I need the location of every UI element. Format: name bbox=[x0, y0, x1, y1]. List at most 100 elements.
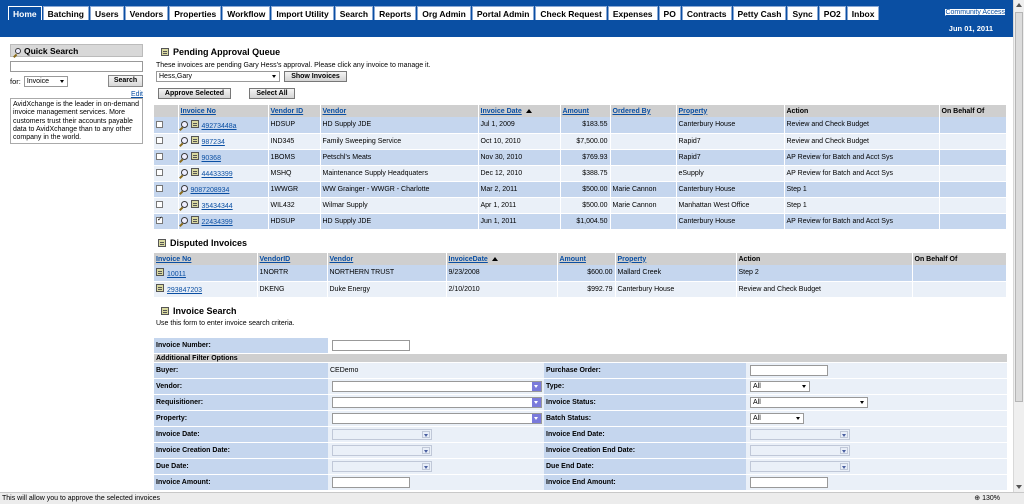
quick-search-input[interactable] bbox=[10, 61, 143, 72]
dropdown-arrow-icon[interactable] bbox=[532, 398, 541, 407]
invoice-link[interactable]: 9087208934 bbox=[190, 186, 230, 194]
magnifier-icon[interactable] bbox=[180, 217, 188, 224]
document-icon[interactable] bbox=[190, 168, 199, 176]
tab-users[interactable]: Users bbox=[90, 6, 124, 22]
column-header-property[interactable]: Property bbox=[615, 253, 737, 265]
tab-po2[interactable]: PO2 bbox=[818, 6, 846, 22]
approve-selected-button[interactable]: Approve Selected bbox=[158, 88, 231, 99]
document-icon[interactable] bbox=[190, 200, 199, 208]
document-icon[interactable] bbox=[156, 267, 164, 276]
approver-select[interactable]: Hess,Gary bbox=[156, 71, 280, 82]
batch-status-select[interactable]: All bbox=[750, 413, 804, 424]
column-header-vendor[interactable]: Vendor bbox=[327, 253, 447, 265]
row-checkbox[interactable] bbox=[156, 215, 163, 225]
magnifier-icon[interactable] bbox=[180, 169, 188, 176]
due-end-date-picker[interactable] bbox=[750, 461, 850, 472]
tab-reports[interactable]: Reports bbox=[374, 6, 417, 22]
invoice-status-select[interactable]: All bbox=[750, 397, 868, 408]
tab-expenses[interactable]: Expenses bbox=[607, 6, 658, 22]
property-combo[interactable] bbox=[332, 413, 542, 424]
zoom-level[interactable]: ⊕ 130% bbox=[974, 493, 1000, 504]
column-header-ordered-by[interactable]: Ordered By bbox=[610, 105, 677, 117]
tab-workflow[interactable]: Workflow bbox=[222, 6, 271, 22]
invoice-link[interactable]: 90368 bbox=[201, 155, 221, 162]
community-access-link[interactable]: Community Access bbox=[945, 9, 1005, 16]
tab-properties[interactable]: Properties bbox=[169, 6, 222, 22]
invoice-date-picker[interactable] bbox=[332, 429, 432, 440]
edit-link[interactable]: Edit bbox=[130, 91, 143, 98]
tab-petty-cash[interactable]: Petty Cash bbox=[732, 6, 787, 22]
tab-contracts[interactable]: Contracts bbox=[681, 6, 732, 22]
calendar-dropdown-icon[interactable] bbox=[422, 447, 430, 454]
tab-import-utility[interactable]: Import Utility bbox=[271, 6, 334, 22]
invoice-number-input[interactable] bbox=[332, 340, 410, 351]
column-header-invoice-no[interactable]: Invoice No bbox=[154, 253, 258, 265]
column-header-vendor[interactable]: Vendor bbox=[320, 105, 479, 117]
invoice-link[interactable]: 49273448a bbox=[201, 122, 237, 130]
document-icon[interactable] bbox=[190, 216, 199, 224]
invoice-link[interactable]: 10011 bbox=[167, 270, 186, 278]
tab-org-admin[interactable]: Org Admin bbox=[417, 6, 471, 22]
table-row[interactable]: 90368 1BOMS Petschl's Meats Nov 30, 2010 $76… bbox=[154, 149, 1007, 166]
table-row[interactable]: 987234 IND345 Family Sweeping Service Oct 1… bbox=[154, 133, 1007, 150]
scroll-down-icon[interactable] bbox=[1016, 485, 1022, 489]
purchase-order-input[interactable] bbox=[750, 365, 828, 376]
calendar-dropdown-icon[interactable] bbox=[840, 463, 848, 470]
tab-batching[interactable]: Batching bbox=[42, 6, 89, 22]
tab-check-request[interactable]: Check Request bbox=[535, 6, 607, 22]
creation-end-date-picker[interactable] bbox=[750, 445, 850, 456]
document-icon[interactable] bbox=[190, 136, 199, 144]
table-row[interactable]: 9087208934 1WWGR WW Grainger - WWGR - Char… bbox=[154, 181, 1007, 198]
select-all-button[interactable]: Select All bbox=[249, 88, 295, 99]
row-checkbox[interactable] bbox=[156, 201, 163, 209]
column-header-amount[interactable]: Amount bbox=[560, 105, 611, 117]
column-header-invoice-no[interactable]: Invoice No bbox=[178, 105, 269, 117]
magnifier-icon[interactable] bbox=[180, 201, 188, 208]
magnifier-icon[interactable] bbox=[180, 153, 188, 160]
column-header-invoice-date[interactable]: InvoiceDate bbox=[446, 253, 558, 265]
row-checkbox[interactable] bbox=[156, 121, 163, 129]
document-icon[interactable] bbox=[156, 284, 164, 292]
column-header-vendor-id[interactable]: Vendor ID bbox=[268, 105, 321, 117]
scrollbar-thumb[interactable] bbox=[1015, 12, 1023, 402]
magnifier-icon[interactable] bbox=[180, 184, 188, 192]
invoice-end-date-picker[interactable] bbox=[750, 429, 850, 440]
table-row[interactable]: 10011 1NORTR NORTHERN TRUST 9/23/2008 $600.0… bbox=[154, 265, 1007, 282]
invoice-link[interactable]: 35434344 bbox=[201, 203, 233, 210]
requisitioner-combo[interactable] bbox=[332, 397, 542, 408]
column-header-amount[interactable]: Amount bbox=[557, 253, 616, 265]
calendar-dropdown-icon[interactable] bbox=[422, 463, 430, 470]
tab-home[interactable]: Home bbox=[8, 6, 42, 22]
invoice-link[interactable]: 987234 bbox=[201, 139, 225, 146]
column-header-invoice-date[interactable]: Invoice Date bbox=[478, 105, 561, 117]
creation-date-picker[interactable] bbox=[332, 445, 432, 456]
scroll-up-icon[interactable] bbox=[1016, 3, 1022, 7]
row-checkbox[interactable] bbox=[156, 185, 163, 193]
search-type-select[interactable]: Invoice bbox=[23, 75, 68, 87]
invoice-link[interactable]: 293847203 bbox=[167, 287, 203, 294]
dropdown-arrow-icon[interactable] bbox=[532, 382, 541, 391]
column-header-vendor-id[interactable]: VendorID bbox=[257, 253, 328, 265]
vertical-scrollbar[interactable] bbox=[1013, 0, 1024, 492]
invoice-end-amount-input[interactable] bbox=[750, 477, 828, 488]
row-checkbox[interactable] bbox=[156, 137, 163, 145]
vendor-combo[interactable] bbox=[332, 381, 542, 392]
table-row[interactable]: 49273448a HDSUP HD Supply JDE Jul 1, 2009 $1… bbox=[154, 117, 1007, 134]
dropdown-arrow-icon[interactable] bbox=[532, 414, 541, 423]
quick-search-button[interactable]: Search bbox=[108, 75, 143, 87]
tab-sync[interactable]: Sync bbox=[787, 6, 818, 22]
show-invoices-button[interactable]: Show Invoices bbox=[284, 71, 347, 82]
document-icon[interactable] bbox=[190, 119, 199, 128]
tab-search[interactable]: Search bbox=[334, 6, 374, 22]
due-date-picker[interactable] bbox=[332, 461, 432, 472]
table-row[interactable]: 44433399 MSHQ Maintenance Supply Headquate… bbox=[154, 165, 1007, 182]
row-checkbox[interactable] bbox=[156, 169, 163, 177]
table-row[interactable]: 293847203 DKENG Duke Energy 2/10/2010 $992.7… bbox=[154, 281, 1007, 298]
calendar-dropdown-icon[interactable] bbox=[840, 431, 848, 438]
type-select[interactable]: All bbox=[750, 381, 810, 392]
tab-po[interactable]: PO bbox=[658, 6, 681, 22]
column-header-property[interactable]: Property bbox=[676, 105, 785, 117]
calendar-dropdown-icon[interactable] bbox=[840, 447, 848, 454]
document-icon[interactable] bbox=[190, 152, 199, 160]
row-checkbox[interactable] bbox=[156, 153, 163, 161]
